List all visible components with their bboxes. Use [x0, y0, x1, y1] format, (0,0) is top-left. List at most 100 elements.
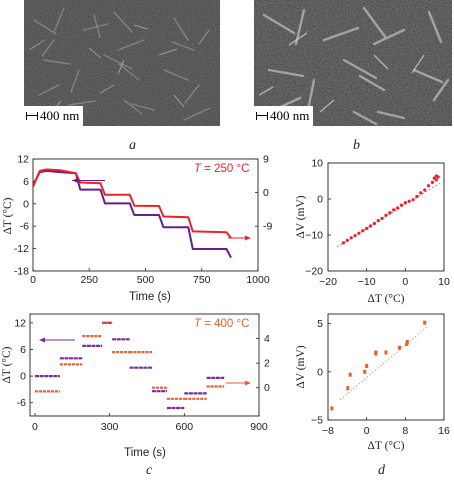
data-point: [361, 229, 365, 233]
arrow-left-head: [39, 337, 45, 343]
y-tick-label: 6: [20, 344, 26, 356]
arrow-left-head: [72, 178, 78, 183]
sem-image-b: [254, 0, 452, 126]
panel-label-b: b: [353, 138, 360, 153]
plot-frame: [29, 313, 260, 417]
data-point: [398, 345, 401, 350]
y-axis-label: ΔV (mV): [295, 195, 307, 238]
x-tick-label: 10: [438, 276, 450, 288]
x-tick-label: 1000: [246, 274, 270, 286]
data-point: [415, 194, 419, 199]
data-point: [411, 198, 415, 202]
data-point: [341, 241, 346, 245]
chart-annotation: T = 400 °C: [194, 318, 249, 330]
x-tick-label: 0: [30, 274, 36, 286]
x-tick-label: 8: [402, 425, 408, 437]
data-point: [388, 211, 392, 215]
chart-d-top: 10 0 −10 −20−20 −10 0 10 ΔV (mV) ΔT (°C): [295, 158, 450, 306]
y-tick-label: -6: [17, 397, 26, 409]
y-axis-label: ΔV (mV): [295, 345, 307, 388]
scale-bar-icon: [256, 112, 268, 120]
data-point: [372, 221, 376, 226]
y2-tick-label: 9: [263, 155, 269, 166]
x-tick-label: −10: [358, 276, 376, 288]
data-point: [380, 216, 384, 220]
x-axis-label: ΔT (°C): [367, 440, 404, 452]
x-tick-label: 900: [250, 421, 268, 433]
x-tick-label: −20: [319, 276, 337, 288]
arrow-right-head: [245, 235, 251, 241]
data-point: [363, 369, 367, 374]
fit-line: [339, 325, 429, 401]
y-tick-label: -6: [20, 221, 29, 233]
y2-tick-label: 2: [264, 358, 270, 370]
y-tick-label: −10: [305, 230, 323, 242]
series-line-0: [32, 169, 232, 259]
y-tick-label: 0: [317, 366, 323, 378]
y-axis-label: ΔT (°C): [2, 197, 14, 234]
annotation-text: = 250 °C: [201, 163, 249, 175]
scale-bar-a: 400 nm: [24, 106, 84, 126]
data-point: [434, 174, 438, 178]
x-tick-label: 300: [101, 421, 119, 433]
panel-label-a: a: [129, 138, 136, 153]
x-tick-label: 0: [364, 425, 370, 437]
chart-c-bottom: 12 6 0 -6 4 2 0 0 300 600 900 T = 400 °C ΔT (°C) T…: [1, 313, 270, 459]
y-tick-label: -18: [14, 266, 29, 278]
y2-tick-label: 0: [264, 382, 270, 394]
panel-label-c: c: [146, 463, 153, 478]
scale-bar-b: 400 nm: [254, 106, 314, 126]
y-tick-label: 5: [317, 318, 323, 330]
x-axis-label: Time (s): [124, 447, 166, 459]
y2-tick-label: -9: [263, 221, 272, 233]
scale-bar-label: 400 nm: [40, 108, 80, 123]
data-point: [419, 191, 423, 195]
data-point: [353, 234, 357, 238]
data-point: [399, 203, 404, 207]
y-tick-label: -12: [14, 243, 29, 255]
x-tick-label: −8: [322, 425, 334, 437]
data-point: [384, 213, 388, 217]
arrow-right-head: [245, 380, 251, 386]
panel-label-d: d: [378, 463, 385, 478]
y-tick-label: 10: [311, 158, 323, 170]
chart-d-bottom: 5 0 −5−8 0 8 16 ΔV (mV) ΔT (°C): [295, 313, 450, 452]
data-point: [345, 238, 349, 242]
y2-tick-label: 0: [263, 187, 269, 199]
x-tick-label: 0: [32, 421, 38, 433]
data-point: [346, 386, 350, 391]
x-tick-label: 750: [193, 274, 211, 286]
data-point: [384, 350, 388, 355]
data-point: [357, 231, 361, 235]
x-tick-label: 0: [402, 276, 408, 288]
y-tick-label: −5: [311, 415, 323, 427]
x-axis-label: Time (s): [129, 291, 171, 303]
x-tick-label: 600: [176, 421, 194, 433]
plot-frame: [327, 162, 445, 272]
data-point: [423, 320, 427, 325]
y-tick-label: 12: [17, 155, 29, 166]
data-point: [330, 406, 334, 411]
chart-c-top: 12 6 0 -6 -12 -18 9 0 -9 0 250 500 750 1000 T = 250 °…: [2, 155, 272, 303]
sem-image-a: [24, 0, 220, 126]
x-tick-label: 16: [438, 425, 450, 437]
data-point: [365, 364, 369, 368]
data-point: [392, 208, 396, 212]
y-tick-label: 0: [317, 194, 323, 206]
data-point: [405, 339, 409, 344]
data-point: [423, 188, 427, 192]
data-point: [432, 176, 436, 180]
annotation-text: = 400 °C: [201, 318, 249, 330]
y-tick-label: 6: [23, 176, 29, 188]
y2-tick-label: 4: [264, 333, 270, 345]
series-line-1: [32, 168, 232, 239]
scale-bar-label: 400 nm: [270, 108, 310, 123]
data-point: [376, 219, 380, 223]
data-point: [365, 226, 369, 231]
data-point: [368, 224, 373, 228]
x-tick-label: 250: [80, 274, 98, 286]
y-axis-label: ΔT (°C): [1, 346, 13, 383]
data-point: [374, 350, 378, 355]
y-tick-label: 12: [14, 317, 26, 329]
data-point: [430, 180, 434, 184]
